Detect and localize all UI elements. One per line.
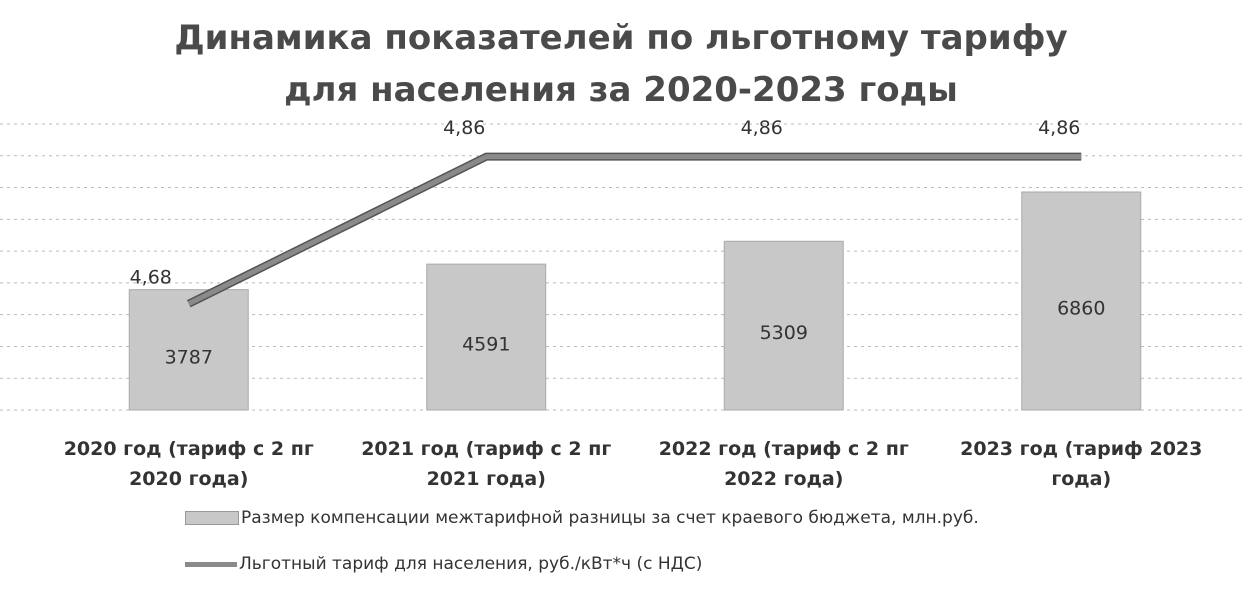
line <box>187 154 1082 307</box>
x-tick-label: 2021 год (тариф с 2 пг 2021 года) <box>361 438 612 490</box>
legend-swatch <box>185 511 239 525</box>
x-tick-label: 2020 год (тариф с 2 пг 2020 года) <box>63 438 314 490</box>
chart-title: Динамика показателей по льготному тарифу… <box>174 18 1068 110</box>
data-label: 4,86 <box>741 117 783 139</box>
x-tick-label: 2022 год (тариф с 2 пг 2022 года) <box>658 438 909 490</box>
legend-label: Льготный тариф для населения, руб./кВт*ч… <box>239 554 703 574</box>
legend-entry: Размер компенсации межтарифной разницы з… <box>185 508 979 528</box>
x-tick-label: 2023 год (тариф 2023 года) <box>960 438 1203 490</box>
bar <box>128 289 249 411</box>
legend-entry: Льготный тариф для населения, руб./кВт*ч… <box>185 554 702 574</box>
data-label: 4,68 <box>130 266 172 288</box>
data-label: 4591 <box>462 334 510 356</box>
data-label: 4,86 <box>1038 117 1080 139</box>
line-shadow <box>186 152 1082 308</box>
legend-label: Размер компенсации межтарифной разницы з… <box>241 508 979 528</box>
bar <box>1021 191 1142 411</box>
legend-swatch <box>185 561 237 567</box>
data-label: 5309 <box>760 322 808 344</box>
data-label: 4,86 <box>443 117 485 139</box>
bar <box>723 240 844 411</box>
bar <box>426 263 547 411</box>
data-label: 6860 <box>1057 298 1105 320</box>
data-label: 3787 <box>165 346 213 368</box>
